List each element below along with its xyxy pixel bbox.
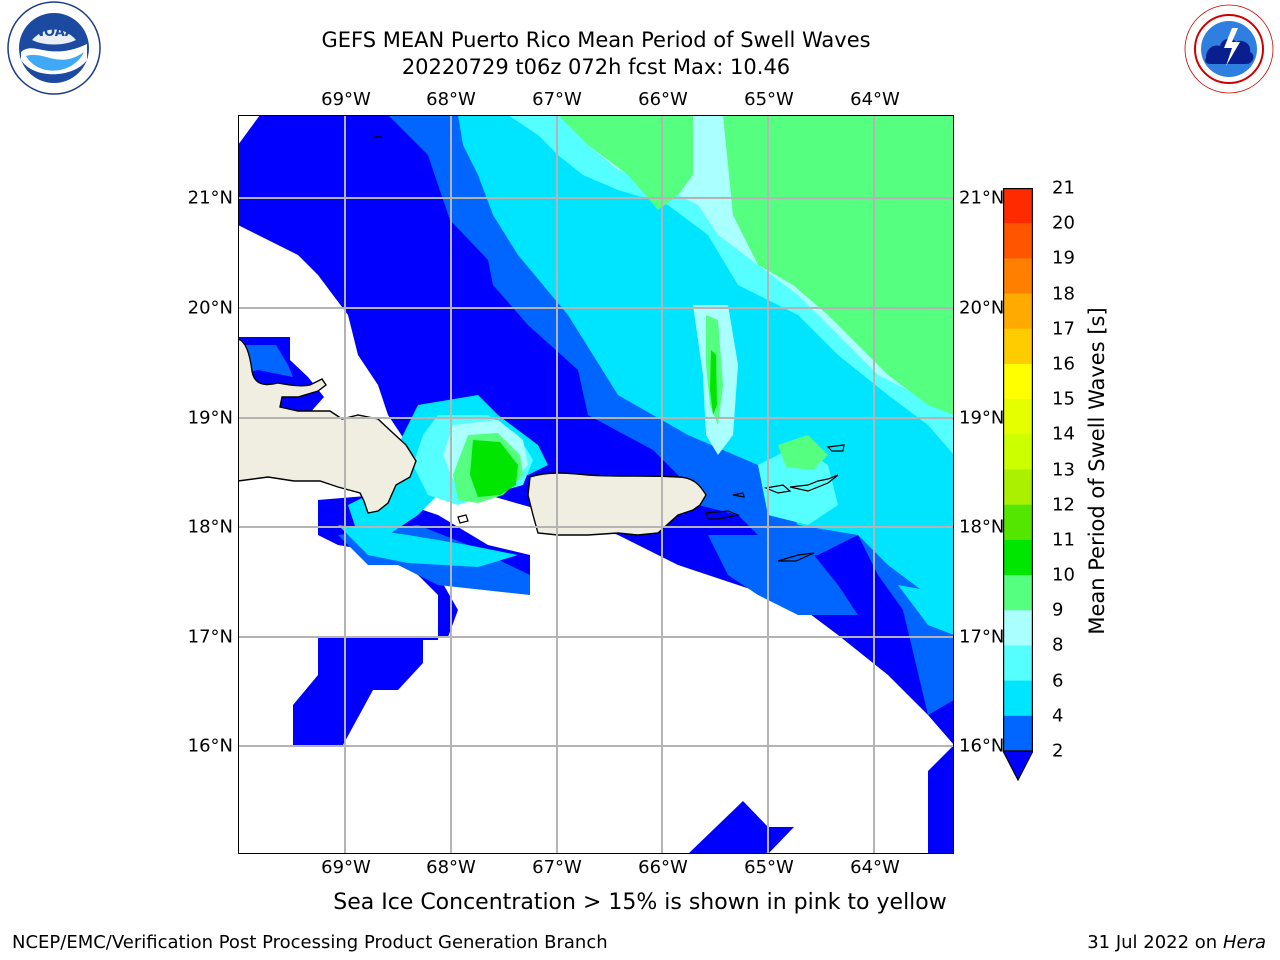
lon-label-top-65w: 65°W — [744, 89, 794, 110]
footer-branch: NCEP/EMC/Verification Post Processing Pr… — [12, 932, 608, 953]
footer-host: Hera — [1222, 932, 1266, 953]
lon-label-top-68w: 68°W — [426, 89, 476, 110]
lat-label-left-19n: 19°N — [187, 407, 233, 429]
colorbar-tick-label: 20 — [1052, 212, 1075, 234]
nws-logo — [1180, 0, 1278, 98]
lon-label-bottom-64w: 64°W — [850, 857, 900, 878]
colorbar-band — [1003, 645, 1033, 682]
lat-label-right-21n: 21°N — [959, 187, 1005, 209]
lat-label-right-17n: 17°N — [959, 626, 1005, 648]
colorbar-band — [1003, 539, 1033, 576]
small-islands — [373, 136, 845, 562]
map-frame — [238, 115, 954, 854]
footer-date: 31 Jul 2022 on Hera — [1087, 932, 1266, 953]
colorbar-band — [1003, 223, 1033, 259]
sea-ice-note: Sea Ice Concentration > 15% is shown in … — [0, 890, 1280, 915]
colorbar-band — [1003, 434, 1033, 470]
lon-label-bottom-66w: 66°W — [638, 857, 688, 878]
lon-label-bottom-65w: 65°W — [744, 857, 794, 878]
noaa-logo-text: NOAA — [33, 25, 75, 40]
colorbar-band — [1003, 328, 1033, 365]
swell-period-map — [238, 115, 954, 854]
colorbar-band — [1003, 575, 1033, 611]
lat-label-left-18n: 18°N — [187, 516, 233, 538]
lon-label-bottom-68w: 68°W — [426, 857, 476, 878]
colorbar-tick-label: 2 — [1052, 740, 1064, 762]
colorbar-band — [1003, 504, 1033, 541]
colorbar-band — [1003, 188, 1033, 224]
lat-label-right-16n: 16°N — [959, 735, 1005, 757]
colorbar-band — [1003, 469, 1033, 506]
colorbar-tick-label: 15 — [1052, 388, 1075, 410]
footer-date-text: 31 Jul 2022 on — [1087, 932, 1223, 953]
colorbar-label: Mean Period of Swell Waves [s] — [1085, 307, 1109, 635]
lon-label-top-66w: 66°W — [638, 89, 688, 110]
colorbar-tick-label: 9 — [1052, 599, 1064, 621]
colorbar-tick-label: 18 — [1052, 283, 1075, 305]
band-10-11 — [470, 350, 717, 497]
graticule — [238, 115, 954, 854]
colorbar — [1002, 187, 1039, 782]
lat-label-right-20n: 20°N — [959, 297, 1005, 319]
lon-label-top-64w: 64°W — [850, 89, 900, 110]
colorbar-tick-label: 8 — [1052, 634, 1064, 656]
colorbar-tick-label: 6 — [1052, 670, 1064, 692]
colorbar-tick-label: 14 — [1052, 423, 1075, 445]
colorbar-tick-label: 21 — [1052, 177, 1075, 199]
lon-label-bottom-67w: 67°W — [532, 857, 582, 878]
colorbar-band — [1003, 715, 1033, 752]
colorbar-tick-label: 19 — [1052, 247, 1075, 269]
colorbar-tick-label: 4 — [1052, 705, 1064, 727]
lon-label-top-67w: 67°W — [532, 89, 582, 110]
band-9-10 — [453, 115, 954, 503]
colorbar-band — [1003, 293, 1033, 330]
colorbar-tick-label: 11 — [1052, 529, 1075, 551]
colorbar-extend-arrow — [1002, 750, 1034, 782]
colorbar-tick-label: 17 — [1052, 318, 1075, 340]
chart-title: GEFS MEAN Puerto Rico Mean Period of Swe… — [321, 28, 871, 52]
noaa-logo: NOAA — [4, 0, 104, 100]
lon-label-top-69w: 69°W — [321, 89, 371, 110]
colorbar-tick-label: 13 — [1052, 459, 1075, 480]
chart-subtitle: 20220729 t06z 072h fcst Max: 10.46 — [401, 55, 791, 79]
hispaniola-land — [238, 338, 417, 514]
colorbar-band — [1003, 258, 1033, 295]
lat-label-right-18n: 18°N — [959, 516, 1005, 538]
lat-label-left-20n: 20°N — [187, 297, 233, 319]
lat-label-left-21n: 21°N — [187, 187, 233, 209]
colorbar-tick-label: 12 — [1052, 494, 1075, 516]
lat-label-left-17n: 17°N — [187, 626, 233, 648]
lat-label-left-16n: 16°N — [187, 735, 233, 757]
colorbar-tick-label: 16 — [1052, 353, 1075, 375]
colorbar-tick-label: 10 — [1052, 564, 1075, 586]
sea-ice-note-text: Sea Ice Concentration > 15% is shown in … — [333, 890, 947, 915]
colorbar-band — [1003, 680, 1033, 717]
colorbar-band — [1003, 399, 1033, 435]
colorbar-band — [1003, 610, 1033, 646]
colorbar-band — [1003, 363, 1033, 400]
lat-label-right-19n: 19°N — [959, 407, 1005, 429]
lon-label-bottom-69w: 69°W — [321, 857, 371, 878]
